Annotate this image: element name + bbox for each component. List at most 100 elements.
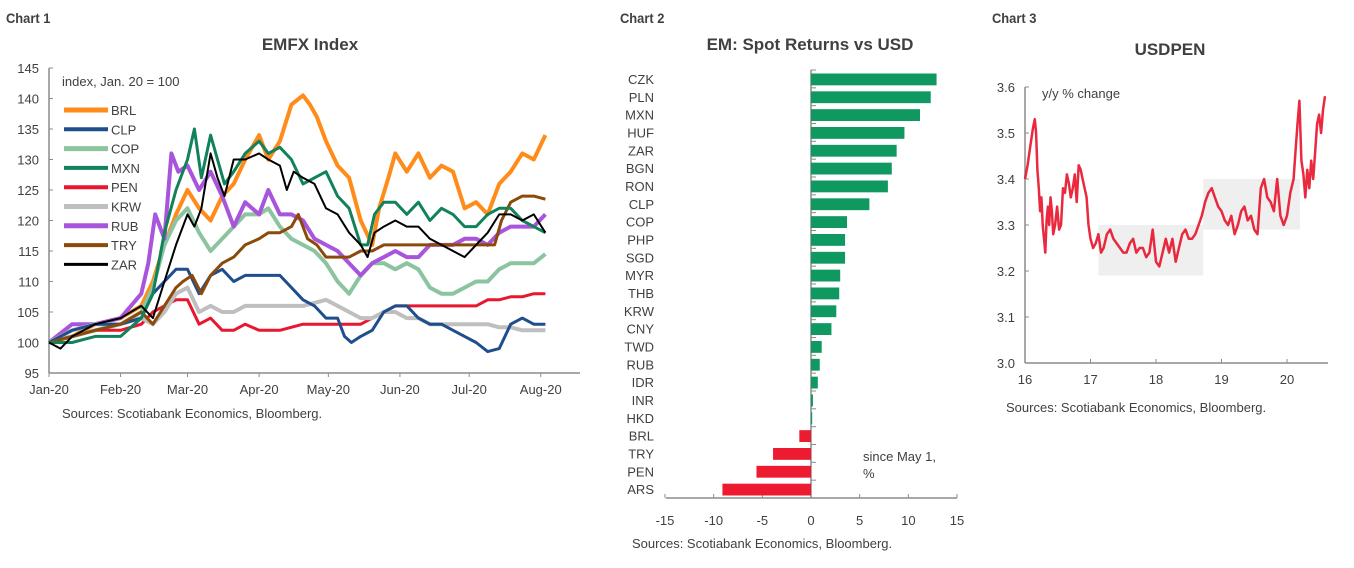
- series-line-krw: [48, 285, 546, 345]
- annotation-line-1: since May 1,: [863, 449, 936, 464]
- category-label: BRL: [629, 429, 654, 444]
- category-label: TWD: [624, 339, 654, 354]
- chart-3-source: Sources: Scotiabank Economics, Bloomberg…: [1006, 400, 1266, 415]
- y-tick-label: 3.1: [997, 310, 1015, 325]
- x-tick-label: Aug-20: [520, 382, 562, 397]
- chart-2-source: Sources: Scotiabank Economics, Bloomberg…: [632, 536, 892, 551]
- chart-3-label: Chart 3: [992, 10, 1037, 26]
- category-label: MXN: [625, 108, 654, 123]
- x-tick-label: -15: [656, 513, 675, 528]
- category-label: THB: [628, 286, 654, 301]
- x-tick-label: Apr-20: [240, 382, 279, 397]
- y-tick-label: 3.6: [997, 80, 1015, 95]
- legend-label-rub: RUB: [111, 219, 138, 234]
- chart-1-label: Chart 1: [6, 10, 51, 26]
- bar-pen: [756, 465, 811, 478]
- chart-1-plot: 95 100 105 110 115 120 125 130 135 140 145 Jan-20 Fe…: [17, 61, 580, 421]
- x-tick-label: Jul-20: [451, 382, 486, 397]
- chart-1-annotation: index, Jan. 20 = 100: [62, 74, 179, 89]
- bar-huf: [811, 127, 905, 139]
- series-line-brl: [48, 93, 548, 345]
- chart-1-title: EMFX Index: [261, 35, 359, 54]
- series-line-zar: [48, 152, 547, 350]
- bar-thb: [811, 287, 840, 300]
- chart-1-source: Sources: Scotiabank Economics, Bloomberg…: [62, 406, 322, 421]
- category-label: PHP: [627, 232, 654, 247]
- y-tick-label: 100: [17, 336, 39, 351]
- chart-1-panel: Chart 1 EMFX Index 95 100 105 110 115 120 125 1…: [0, 0, 600, 568]
- y-tick-label: 110: [18, 275, 39, 290]
- x-tick-label: -5: [757, 513, 769, 528]
- chart-2-annotation: since May 1,%: [863, 449, 936, 481]
- category-label: RUB: [627, 357, 654, 372]
- legend-label-try: TRY: [111, 238, 137, 253]
- category-label: TRY: [628, 446, 654, 461]
- shaded-region-1: [1098, 225, 1204, 276]
- chart-3-title: USDPEN: [1134, 40, 1206, 59]
- series-line-mxn: [49, 127, 547, 344]
- category-label: PLN: [629, 90, 654, 105]
- category-label: HKD: [627, 411, 654, 426]
- category-label: PEN: [627, 464, 654, 479]
- category-label: CZK: [628, 72, 654, 87]
- y-tick-label: 115: [18, 244, 39, 259]
- y-tick-label: 3.5: [997, 126, 1015, 141]
- x-tick-label: 20: [1280, 372, 1294, 387]
- bar-ars: [722, 483, 811, 496]
- y-tick-label: 3.0: [997, 356, 1015, 371]
- category-label: CLP: [629, 197, 654, 212]
- category-label: ARS: [627, 482, 654, 497]
- bar-cny: [811, 323, 832, 335]
- bar-clp: [811, 198, 870, 211]
- bar-hkd: [811, 412, 813, 425]
- category-label: KRW: [624, 304, 655, 319]
- y-tick-label: 3.3: [997, 218, 1015, 233]
- category-label: BGN: [626, 161, 654, 176]
- y-tick-label: 140: [17, 92, 39, 107]
- category-label: MYR: [625, 268, 654, 283]
- series-line-usdpen: [1023, 96, 1327, 268]
- bar-krw: [811, 305, 837, 318]
- x-tick-label: 0: [807, 513, 814, 528]
- shaded-region-2: [1203, 179, 1301, 230]
- chart-2-title: EM: Spot Returns vs USD: [706, 35, 914, 54]
- y-tick-label: 145: [17, 61, 39, 76]
- chart-3-annotation: y/y % change: [1042, 86, 1120, 101]
- bar-inr: [811, 394, 813, 407]
- bar-czk: [811, 73, 937, 86]
- legend-label-krw: KRW: [111, 200, 142, 215]
- y-tick-label: 125: [17, 183, 39, 198]
- bar-brl: [799, 430, 811, 442]
- y-tick-label: 105: [17, 305, 39, 320]
- category-label: CNY: [627, 322, 655, 337]
- x-tick-label: 5: [856, 513, 863, 528]
- y-tick-label: 120: [17, 214, 39, 229]
- bar-mxn: [811, 109, 921, 121]
- bar-bgn: [811, 162, 892, 175]
- category-label: HUF: [627, 125, 654, 140]
- bar-zar: [811, 144, 897, 157]
- legend-label-mxn: MXN: [111, 161, 140, 176]
- y-tick-label: 95: [25, 366, 39, 381]
- chart-2-label: Chart 2: [620, 10, 665, 26]
- category-label: SGD: [626, 250, 654, 265]
- x-tick-label: Jan-20: [29, 382, 69, 397]
- x-tick-label: -10: [704, 513, 723, 528]
- bar-twd: [811, 341, 822, 353]
- category-label: COP: [626, 215, 654, 230]
- x-tick-label: 10: [901, 513, 915, 528]
- bar-php: [811, 234, 846, 246]
- category-label: RON: [625, 179, 654, 194]
- x-tick-label: 17: [1083, 372, 1097, 387]
- bar-rub: [811, 358, 820, 371]
- series-line-clp: [48, 267, 546, 354]
- legend-label-cop: COP: [111, 142, 139, 157]
- x-tick-label: May-20: [307, 382, 350, 397]
- x-tick-label: Jun-20: [380, 382, 420, 397]
- x-tick-label: Feb-20: [100, 382, 141, 397]
- x-tick-label: 16: [1018, 372, 1032, 387]
- bar-cop: [811, 216, 848, 228]
- annotation-line-2: %: [863, 466, 875, 481]
- legend-label-clp: CLP: [111, 122, 136, 137]
- y-tick-label: 3.4: [997, 172, 1015, 187]
